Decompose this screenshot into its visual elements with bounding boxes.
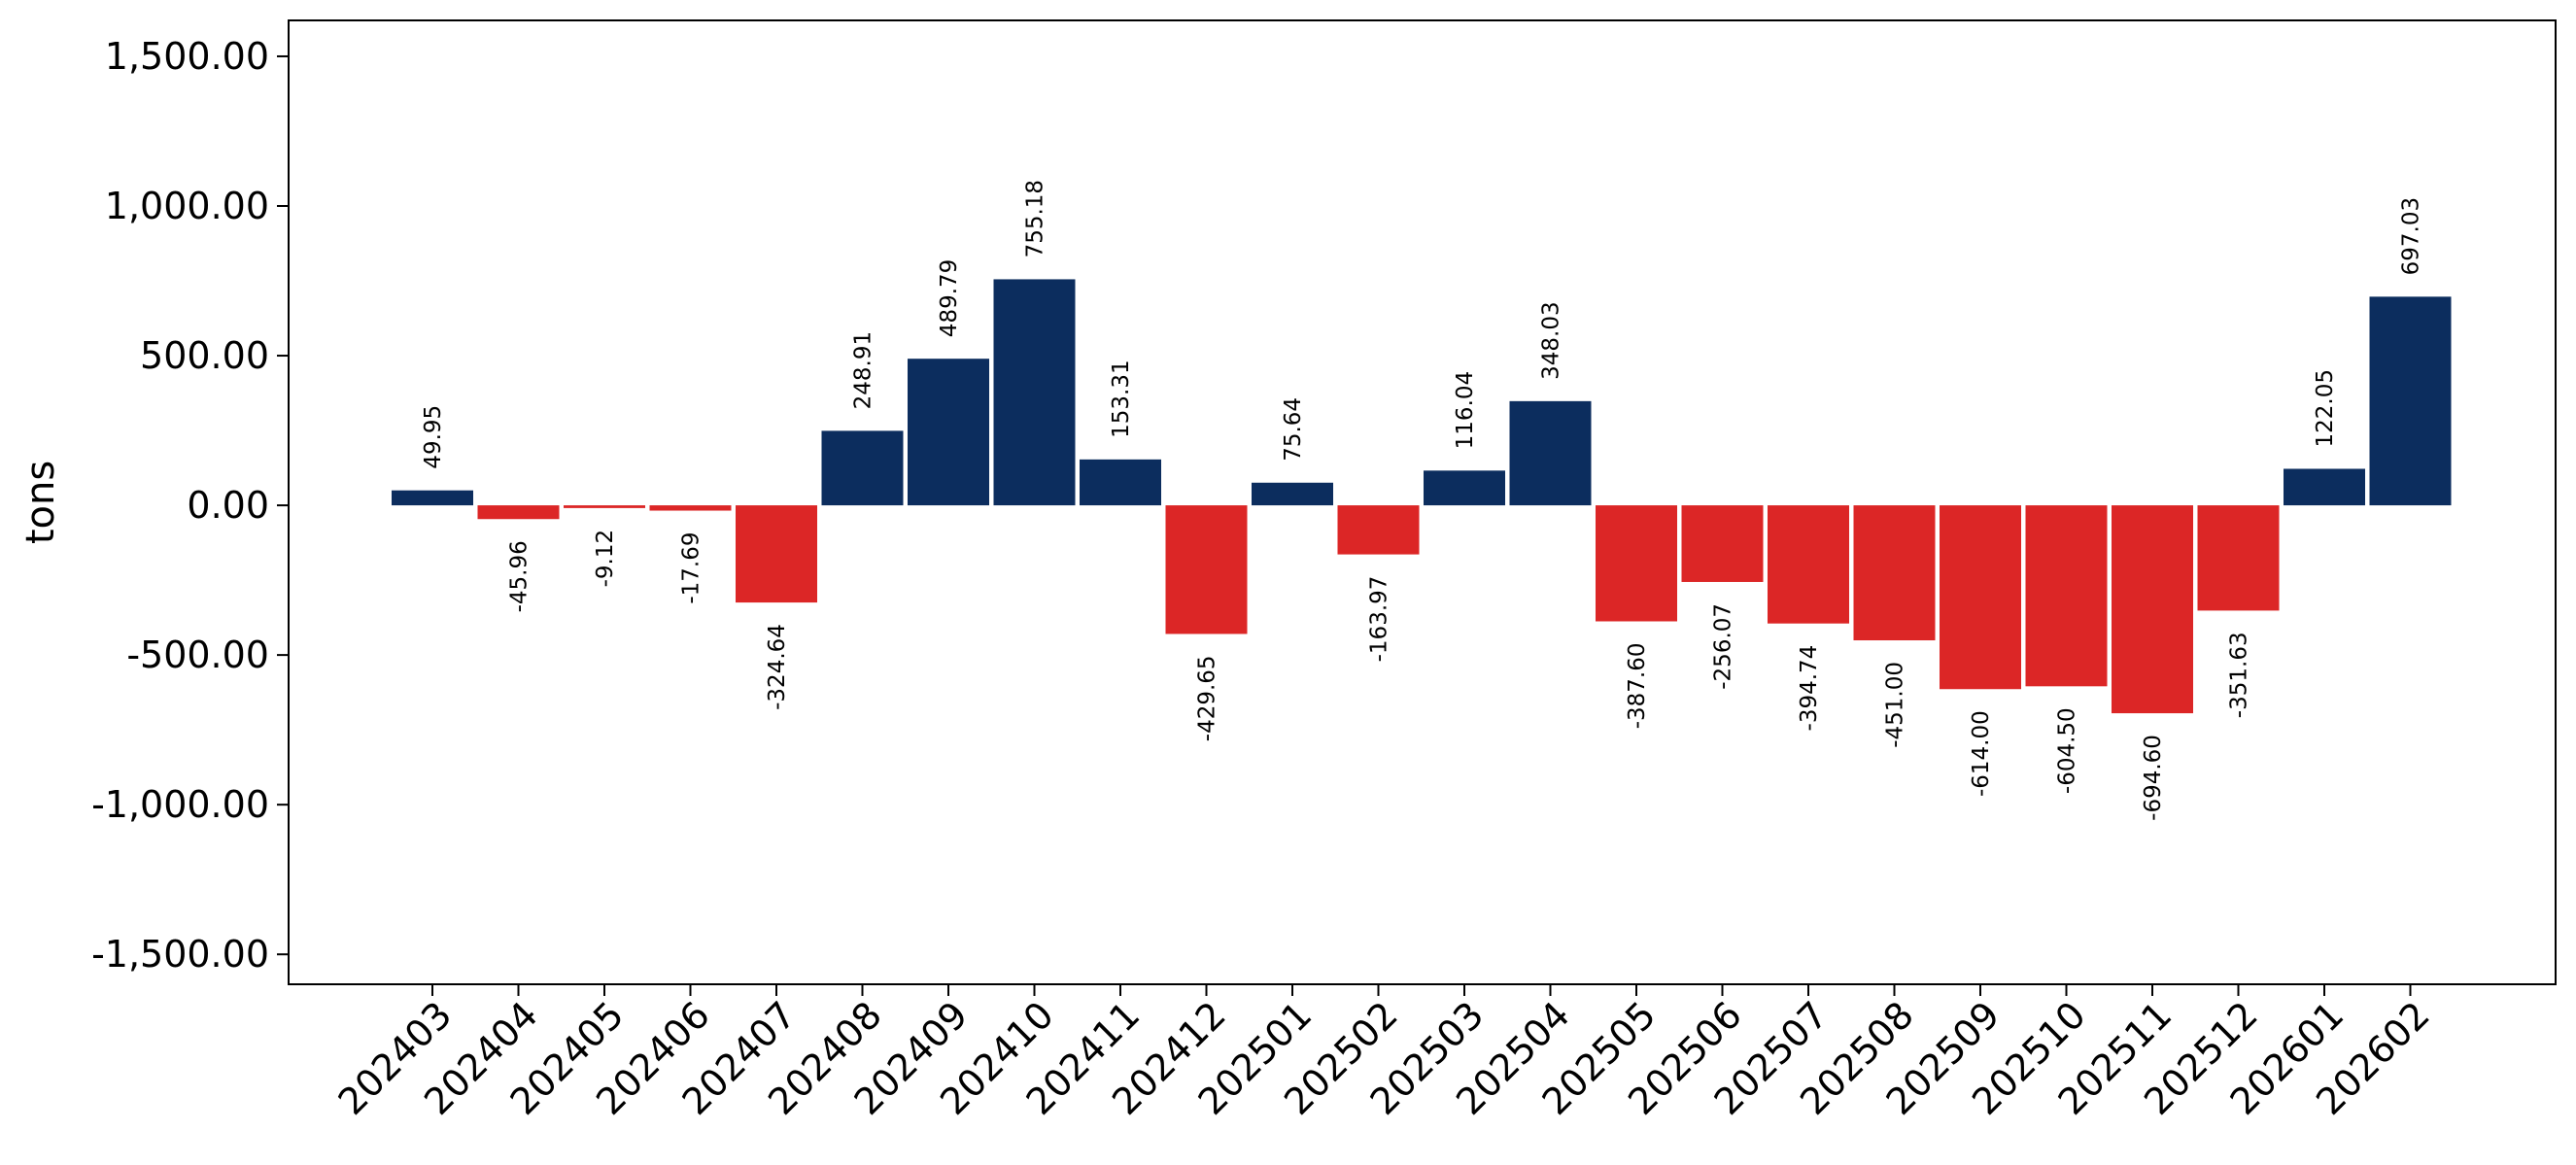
bar-202507 (1768, 505, 1849, 624)
data-label-202506: -256.07 (1711, 603, 1736, 690)
data-label-202502: -163.97 (1367, 576, 1392, 663)
bar-202504 (1509, 400, 1592, 506)
data-label-202403: 49.95 (421, 405, 446, 469)
bar-202508 (1853, 505, 1936, 641)
data-label-202408: 248.91 (851, 331, 876, 409)
data-label-202412: -429.65 (1195, 655, 1220, 741)
bar-202506 (1681, 505, 1764, 582)
data-label-202602: 697.03 (2399, 197, 2424, 275)
data-label-202406: -17.69 (679, 532, 704, 604)
bar-202403 (392, 490, 473, 506)
bar-202409 (908, 359, 989, 506)
bar-202411 (1080, 459, 1161, 506)
bar-202406 (649, 505, 732, 511)
y-tick-label: 1,500.00 (105, 35, 269, 78)
data-label-202504: 348.03 (1539, 301, 1564, 379)
data-label-202407: -324.64 (765, 624, 790, 710)
y-tick-label: 500.00 (140, 334, 269, 377)
data-label-202507: -394.74 (1797, 645, 1822, 732)
y-tick-label: 0.00 (187, 484, 269, 527)
bar-202510 (2025, 505, 2108, 687)
data-label-202411: 153.31 (1109, 360, 1134, 437)
y-axis-label: tons (18, 461, 63, 544)
bar-202408 (821, 430, 904, 506)
plot-frame (288, 19, 2557, 985)
data-label-202512: -351.63 (2227, 632, 2252, 718)
bar-202412 (1165, 505, 1248, 634)
data-label-202501: 75.64 (1281, 397, 1306, 462)
data-label-202409: 489.79 (937, 259, 962, 337)
data-label-202508: -451.00 (1883, 662, 1908, 748)
data-label-202510: -604.50 (2055, 707, 2080, 794)
y-axis: 1,500.00 1,000.00 500.00 0.00 -500.00 -1,000.… (91, 35, 289, 976)
bar-202505 (1596, 505, 1677, 622)
y-tick-label: -1,500.00 (91, 933, 269, 976)
bar-202407 (736, 505, 817, 603)
data-label-202601: 122.05 (2313, 369, 2338, 447)
bar-202511 (2112, 505, 2193, 714)
y-tick-label: -500.00 (126, 634, 269, 676)
y-tick-label: 1,000.00 (105, 185, 269, 227)
bar-202509 (1940, 505, 2021, 690)
data-label-202505: -387.60 (1625, 642, 1650, 729)
bar-202404 (477, 505, 560, 520)
bar-202512 (2197, 505, 2280, 611)
bar-202405 (564, 505, 645, 508)
bar-202601 (2284, 468, 2365, 506)
data-label-202503: 116.04 (1453, 371, 1478, 449)
bar-202501 (1252, 482, 1333, 506)
bar-202602 (2369, 296, 2452, 506)
bars-group (392, 279, 2452, 714)
data-label-202404: -45.96 (507, 540, 532, 612)
data-label-202511: -694.60 (2141, 735, 2166, 821)
x-axis: 2024032024042024052024062024072024082024… (330, 984, 2438, 1123)
data-label-202509: -614.00 (1969, 710, 1994, 797)
bar-202503 (1424, 470, 1505, 506)
data-label-202410: 755.18 (1023, 180, 1048, 257)
bar-202502 (1337, 505, 1420, 555)
y-tick-label: -1,000.00 (91, 783, 269, 826)
data-label-202405: -9.12 (593, 530, 618, 588)
data-labels-group: 49.95 -45.96 -9.12 -17.69 -324.64 248.91 489.7… (421, 180, 2424, 821)
bar-202410 (993, 279, 1076, 506)
